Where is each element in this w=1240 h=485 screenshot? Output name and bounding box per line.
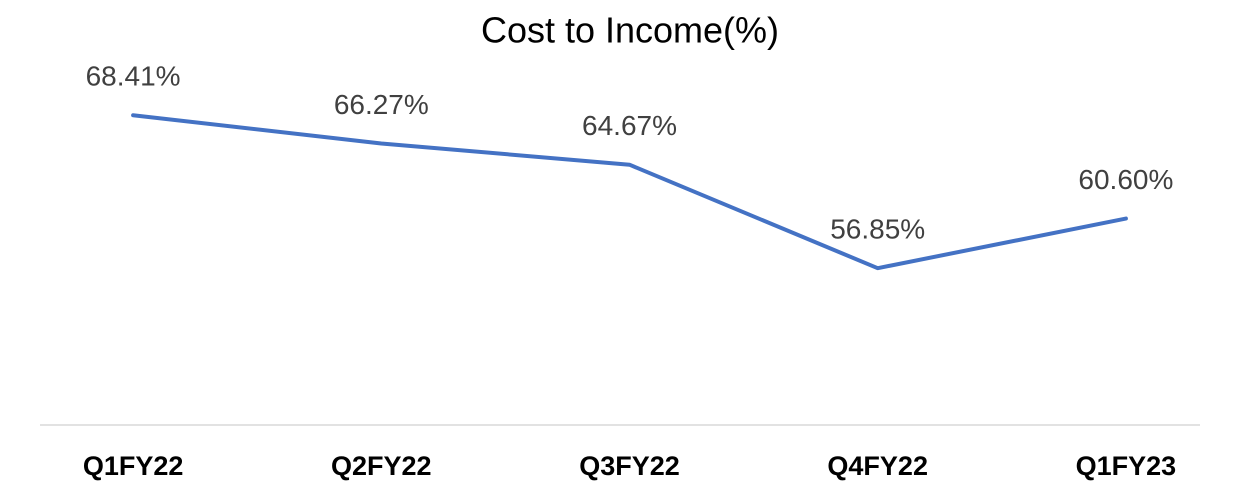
x-tick-label: Q4FY22 bbox=[827, 451, 928, 481]
chart-title: Cost to Income(%) bbox=[481, 10, 779, 51]
data-line bbox=[131, 113, 1128, 271]
data-label: 60.60% bbox=[1078, 164, 1173, 195]
data-label: 68.41% bbox=[86, 61, 181, 92]
data-label: 66.27% bbox=[334, 89, 429, 120]
x-tick-label: Q3FY22 bbox=[579, 451, 680, 481]
x-tick-label: Q2FY22 bbox=[331, 451, 432, 481]
data-label: 56.85% bbox=[830, 214, 925, 245]
data-label: 64.67% bbox=[582, 110, 677, 141]
x-tick-label: Q1FY23 bbox=[1076, 451, 1177, 481]
x-tick-label: Q1FY22 bbox=[83, 451, 184, 481]
